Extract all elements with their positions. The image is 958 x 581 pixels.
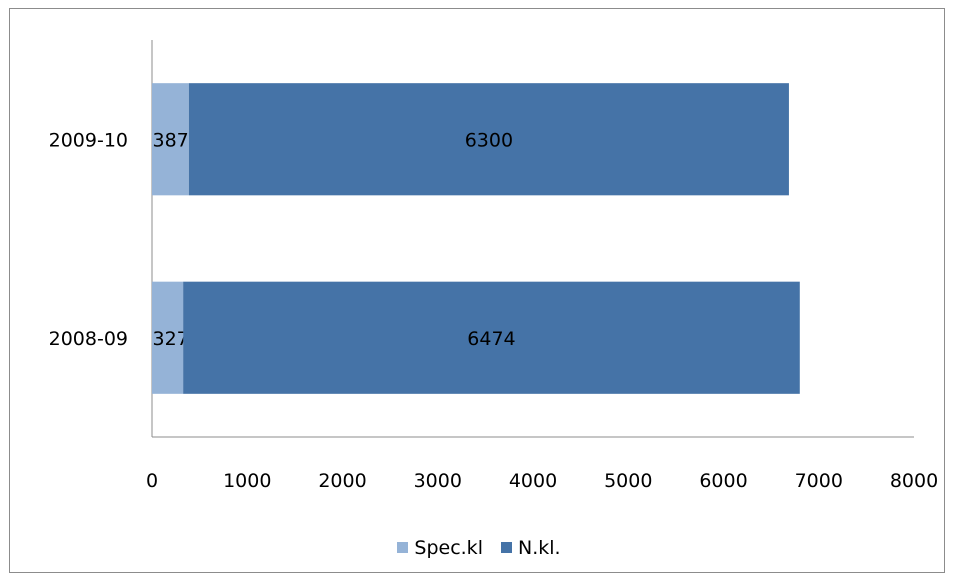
x-tick-label: 4000 xyxy=(509,470,557,492)
data-label: 387 xyxy=(153,129,189,151)
legend-item-spec-kl: Spec.kl xyxy=(397,537,483,559)
legend-swatch-spec-kl xyxy=(397,542,409,553)
x-tick-label: 0 xyxy=(146,470,158,492)
legend: Spec.kl N.kl. xyxy=(0,536,958,559)
bar-segment-spec-kl xyxy=(152,281,184,394)
bar-segment-spec-kl xyxy=(152,83,189,196)
x-tick-label: 8000 xyxy=(890,470,938,492)
y-category-label: 2009-10 xyxy=(49,129,128,151)
data-label: 6474 xyxy=(467,328,515,350)
bar-segment-n-kl xyxy=(183,281,800,394)
data-label: 6300 xyxy=(465,129,513,151)
x-tick-label: 6000 xyxy=(699,470,747,492)
x-tick-label: 2000 xyxy=(318,470,366,492)
x-tick-label: 7000 xyxy=(795,470,843,492)
legend-swatch-n-kl xyxy=(501,542,513,553)
data-label: 327 xyxy=(153,328,189,350)
x-tick-label: 5000 xyxy=(604,470,652,492)
y-category-label: 2008-09 xyxy=(49,328,128,350)
x-tick-label: 3000 xyxy=(414,470,462,492)
bar-segment-n-kl xyxy=(188,83,789,196)
legend-item-n-kl: N.kl. xyxy=(501,537,561,559)
legend-label-n-kl: N.kl. xyxy=(518,536,561,559)
x-tick-label: 1000 xyxy=(223,470,271,492)
legend-label-spec-kl: Spec.kl xyxy=(414,536,483,559)
